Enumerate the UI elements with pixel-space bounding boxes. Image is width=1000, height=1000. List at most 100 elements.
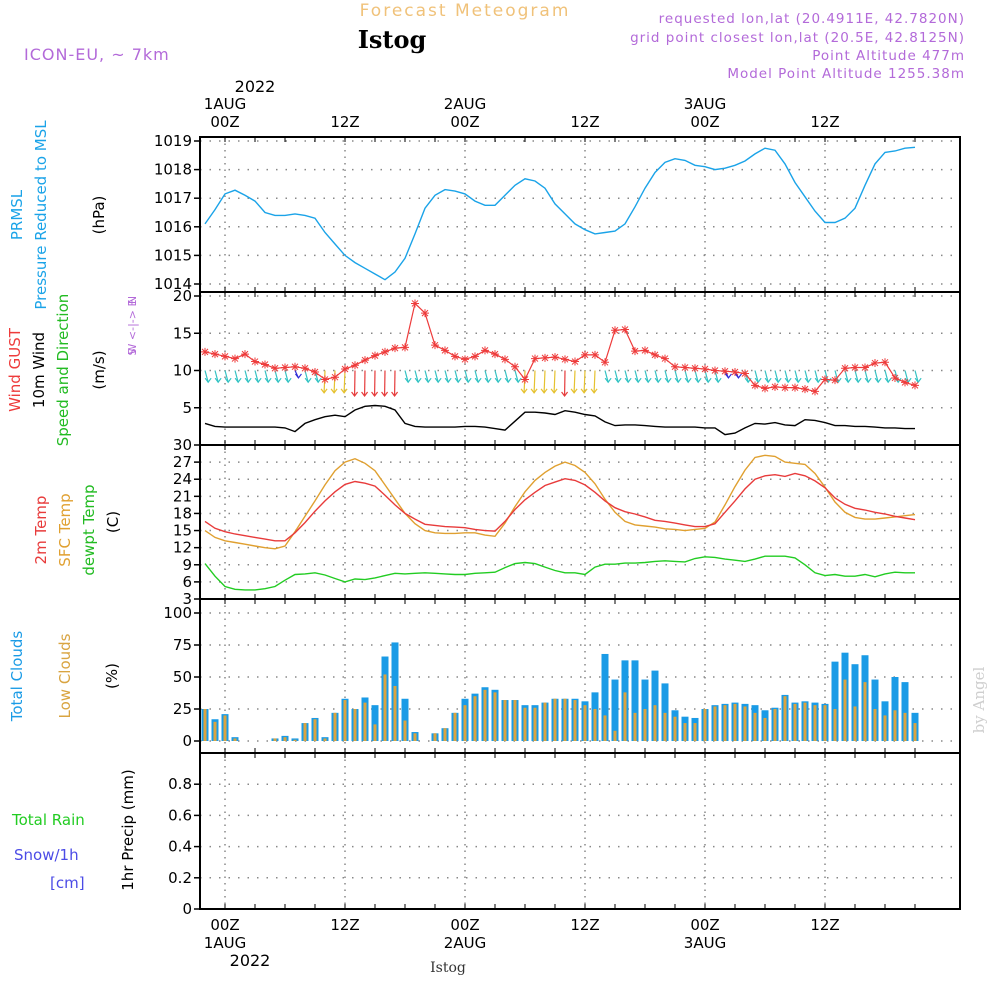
gust-marker — [411, 299, 419, 308]
compass-n: N — [126, 296, 139, 304]
wind-arrow-head — [424, 377, 432, 384]
y-tick-label: 1016 — [154, 218, 192, 236]
wind-panel: 5 10 15 20 — [173, 287, 961, 446]
bar-low-clouds — [343, 700, 347, 741]
gust-marker — [211, 350, 219, 359]
bar-low-clouds — [463, 705, 467, 741]
bar-low-clouds — [743, 706, 747, 741]
gust-marker — [821, 375, 829, 384]
bar-low-clouds — [553, 698, 557, 741]
y-tick-label: 30 — [173, 436, 192, 454]
wind-arrow — [844, 370, 849, 383]
bar-low-clouds — [453, 712, 457, 741]
gust-marker — [841, 364, 849, 373]
bar-low-clouds — [523, 707, 527, 741]
y-tick-label: 1019 — [154, 132, 192, 150]
wind-arrow — [434, 370, 439, 383]
bar-low-clouds — [693, 723, 697, 741]
wind-arrow-head — [494, 377, 502, 384]
wind-arrow-head — [550, 388, 558, 394]
bottom-hour-label: 00Z — [450, 916, 479, 934]
bar-low-clouds — [603, 715, 607, 741]
bar-low-clouds — [413, 733, 417, 741]
gust-marker — [611, 326, 619, 335]
y-tick-label: 12 — [173, 539, 192, 557]
wind-arrow — [754, 370, 759, 383]
wind-arrow — [573, 370, 576, 393]
y-tick-label: 9 — [182, 556, 192, 574]
gust-marker — [801, 385, 809, 394]
bar-low-clouds — [663, 712, 667, 741]
wind-arrow-head — [664, 377, 672, 384]
wind-arrow — [694, 370, 699, 383]
bar-total-clouds — [631, 660, 639, 741]
y-tick-label: 1014 — [154, 275, 192, 293]
top-hour-label: 00Z — [450, 113, 479, 131]
wind-arrow-head — [484, 377, 492, 384]
wind-arrow-head — [304, 377, 312, 384]
product-title: Forecast Meteogram — [360, 1, 571, 21]
gust-marker — [381, 347, 389, 356]
gust-marker — [521, 375, 529, 384]
top-date-label: 1AUG — [204, 95, 246, 113]
y-tick-label: 0 — [182, 732, 192, 750]
label-prmsl: PRMSL — [8, 189, 26, 240]
series-line-2m-temp — [204, 472, 916, 542]
wind-arrow-head — [414, 377, 422, 384]
bar-low-clouds — [203, 709, 207, 741]
bar-low-clouds — [833, 709, 837, 741]
wind-arrow-head — [444, 377, 452, 384]
wind-arrow-head — [254, 377, 262, 384]
wind-arrow-head — [714, 377, 722, 384]
wind-arrow — [304, 370, 309, 383]
wind-arrow-head — [724, 373, 732, 379]
gust-marker — [831, 376, 839, 385]
gust-marker — [621, 325, 629, 334]
bar-total-clouds — [891, 677, 899, 741]
wind-arrow-head — [804, 377, 812, 384]
top-hour-label: 00Z — [690, 113, 719, 131]
model-altitude: Model Point Altitude 1255.38m — [727, 66, 965, 82]
gust-marker — [461, 355, 469, 364]
wind-arrow-head — [234, 377, 242, 384]
precip-panel: 0 0.2 0.4 0.6 0.8 — [168, 752, 961, 918]
wind-arrow-head — [371, 391, 379, 397]
wind-arrow-head — [814, 377, 822, 384]
wind-arrow — [404, 370, 409, 383]
bar-low-clouds — [363, 702, 367, 741]
gust-marker — [501, 355, 509, 364]
bar-low-clouds — [293, 739, 297, 741]
wind-arrow-head — [854, 377, 862, 384]
wind-arrow — [504, 370, 509, 383]
gust-marker — [731, 367, 739, 376]
bottom-hour-label: 12Z — [570, 916, 599, 934]
top-hour-label: 00Z — [210, 113, 239, 131]
panel-frame — [199, 752, 961, 910]
gust-marker — [421, 309, 429, 318]
gust-marker — [541, 353, 549, 362]
wind-arrow — [824, 370, 829, 383]
panel-frame — [199, 136, 961, 293]
wind-arrow-head — [434, 377, 442, 384]
gust-marker — [891, 373, 899, 382]
wind-arrow — [533, 370, 536, 393]
bar-low-clouds — [783, 696, 787, 741]
bar-low-clouds — [723, 705, 727, 741]
top-date-label: 3AUG — [684, 95, 726, 113]
pressure-panel: 1014 1015 1016 1017 1018 1019 — [154, 132, 961, 293]
y-tick-label: 1017 — [154, 189, 192, 207]
wind-arrow-head — [914, 377, 922, 384]
bar-low-clouds — [503, 700, 507, 741]
wind-arrow — [634, 370, 639, 383]
wind-arrow-head — [614, 377, 622, 384]
label-wind-gust: Wind GUST — [6, 327, 24, 412]
label-wind-unit: (m/s) — [90, 350, 108, 389]
label-snow: Snow/1h — [14, 846, 79, 864]
bar-low-clouds — [703, 709, 707, 741]
gust-marker — [571, 357, 579, 366]
wind-arrow-head — [644, 377, 652, 384]
compass-s: S — [126, 348, 139, 355]
wind-arrow-head — [274, 377, 282, 384]
wind-arrow — [654, 370, 659, 383]
